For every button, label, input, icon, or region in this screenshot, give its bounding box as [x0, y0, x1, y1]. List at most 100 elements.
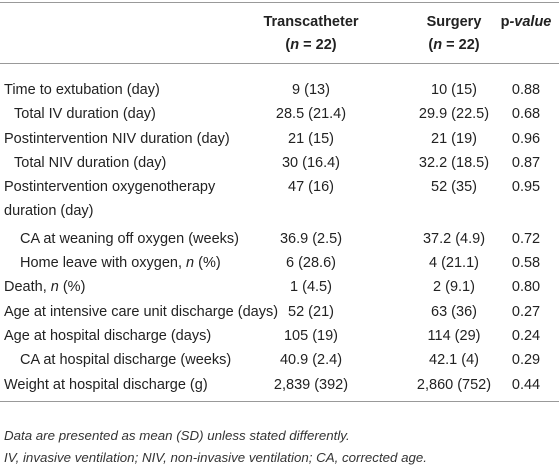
cell-value: 0.80 — [511, 279, 541, 296]
column-count: (n = 22) — [262, 34, 360, 57]
text-run: CA at weaning off oxygen (weeks) — [20, 230, 239, 247]
cell-value: 0.24 — [511, 327, 541, 344]
footnotes: Data are presented as mean (SD) unless s… — [0, 402, 559, 469]
row-label: Time to extubation (day) — [0, 78, 262, 102]
row-label: Total NIV duration (day) — [0, 151, 262, 175]
text-run: Surgery — [426, 14, 482, 30]
row-label: Postintervention NIV duration (day) — [0, 127, 262, 151]
cell-value: 10 (15) — [431, 82, 477, 98]
cell-value: 0.27 — [511, 303, 541, 320]
cell-value: 21 (19) — [431, 130, 477, 147]
row-label: Death, n (%) — [0, 275, 262, 299]
cell-value: 0.29 — [511, 352, 541, 369]
cell-value: 32.2 (18.5) — [418, 154, 490, 171]
row-label: CA at hospital discharge (weeks) — [0, 348, 262, 372]
table-row: Postintervention oxygenotherapy duration… — [0, 175, 559, 227]
cell-value: 42.1 (4) — [429, 352, 479, 369]
cell-value: 0.44 — [511, 376, 541, 393]
cell-value: 0.72 — [511, 230, 541, 247]
table-row: Weight at hospital discharge (g) 2,839 (3… — [0, 373, 559, 397]
footnote: Data are presented as mean (SD) unless s… — [4, 425, 559, 447]
text-run: Age at hospital discharge (days) — [4, 327, 212, 344]
cell-value: 6 (28.6) — [286, 255, 336, 272]
table-row: Age at intensive care unit discharge (da… — [0, 300, 559, 324]
column-name: Surgery — [410, 11, 498, 34]
text-run: ( — [285, 37, 291, 53]
row-label: Total IV duration (day) — [0, 102, 262, 126]
cell-value: 29.9 (22.5) — [418, 106, 490, 123]
row-label: CA at weaning off oxygen (weeks) — [0, 227, 262, 251]
text-run: Total IV duration (day) — [14, 106, 156, 123]
cell-value: 52 (35) — [431, 179, 477, 196]
text-run: CA at hospital discharge (weeks) — [20, 352, 232, 369]
cell-value: 37.2 (4.9) — [422, 230, 486, 247]
row-label: Age at intensive care unit discharge (da… — [0, 300, 278, 324]
cell-value: 114 (29) — [427, 327, 481, 344]
text-run: IV, invasive ventilation; NIV, non-invas… — [4, 449, 428, 465]
cell-value: 0.68 — [511, 106, 541, 123]
text-run: n — [50, 279, 59, 296]
column-name: Transcatheter — [262, 11, 360, 34]
text-run: Data are presented as mean (SD) unless s… — [4, 427, 350, 443]
cell-value: 2,860 (752) — [416, 376, 492, 393]
row-label: Home leave with oxygen, n (%) — [0, 251, 262, 275]
text-run: Home leave with oxygen, — [20, 255, 187, 272]
text-run: n — [290, 37, 300, 53]
text-run: Time to extubation (day) — [4, 82, 160, 98]
cell-value: 47 (16) — [288, 179, 334, 196]
text-run: Total NIV duration (day) — [14, 154, 167, 171]
table-row: Total IV duration (day) 28.5 (21.4) 29.9 (… — [0, 102, 559, 126]
table-row: Postintervention NIV duration (day) 21 (1… — [0, 127, 559, 151]
cell-value: 36.9 (2.5) — [279, 230, 343, 247]
cell-value: 2,839 (392) — [273, 376, 349, 393]
table-row: CA at weaning off oxygen (weeks) 36.9 (2.… — [0, 227, 559, 251]
row-label: Age at hospital discharge (days) — [0, 324, 262, 348]
column-count: (n = 22) — [410, 34, 498, 57]
text-run: Death, — [4, 279, 51, 296]
column-header: Transcatheter (n = 22) — [262, 11, 360, 57]
column-header: p-value — [498, 11, 554, 34]
cell-value: 0.58 — [511, 255, 541, 272]
cell-value: 63 (36) — [431, 303, 477, 320]
cell-value: 0.95 — [511, 179, 541, 196]
text-run: Transcatheter — [263, 14, 359, 30]
column-name: p-value — [498, 11, 554, 34]
table-header: Transcatheter (n = 22) Surgery (n = 22) p-va… — [0, 2, 559, 64]
text-run: -value — [509, 14, 552, 30]
footnote: IV, invasive ventilation; NIV, non-invas… — [4, 447, 559, 469]
text-run: n — [186, 255, 195, 272]
cell-value: 0.87 — [511, 154, 541, 171]
cell-value: 9 (13) — [292, 82, 330, 98]
table-row: Age at hospital discharge (days) 105 (19)… — [0, 324, 559, 348]
cell-value: 0.96 — [511, 130, 541, 147]
table-row: Time to extubation (day) 9 (13) 10 (15) 0.8… — [0, 78, 559, 102]
text-run: Postintervention NIV duration (day) — [4, 130, 230, 147]
cell-value: 4 (21.1) — [429, 255, 479, 272]
cell-value: 40.9 (2.4) — [279, 352, 343, 369]
cell-value: 30 (16.4) — [281, 154, 341, 171]
text-run: n — [433, 37, 443, 53]
text-run: Postintervention oxygenotherapy duration… — [4, 179, 216, 220]
text-run: (%) — [58, 279, 86, 296]
cell-value: 0.88 — [511, 82, 541, 98]
text-run: Weight at hospital discharge (g) — [4, 376, 208, 393]
text-run: = 22) — [442, 37, 480, 53]
cell-value: 52 (21) — [288, 303, 334, 320]
column-header: Surgery (n = 22) — [410, 11, 498, 57]
cell-value: 105 (19) — [283, 327, 338, 344]
text-run: p — [500, 14, 510, 30]
row-label: Weight at hospital discharge (g) — [0, 373, 262, 397]
text-run: (%) — [194, 255, 221, 272]
text-run: = 22) — [299, 37, 337, 53]
cell-value: 2 (9.1) — [433, 279, 475, 296]
table-body: Time to extubation (day) 9 (13) 10 (15) 0.8… — [0, 64, 559, 402]
row-label: Postintervention oxygenotherapy duration… — [0, 175, 259, 224]
table-row: Home leave with oxygen, n (%) 6 (28.6) 4 (… — [0, 251, 559, 275]
table-row: CA at hospital discharge (weeks) 40.9 (2.… — [0, 348, 559, 372]
cell-value: 1 (4.5) — [290, 279, 332, 296]
text-run: Age at intensive care unit discharge (da… — [4, 303, 279, 320]
table-row: Total NIV duration (day) 30 (16.4) 32.2 (1… — [0, 151, 559, 175]
cell-value: 28.5 (21.4) — [275, 106, 347, 123]
text-run: ( — [428, 37, 434, 53]
